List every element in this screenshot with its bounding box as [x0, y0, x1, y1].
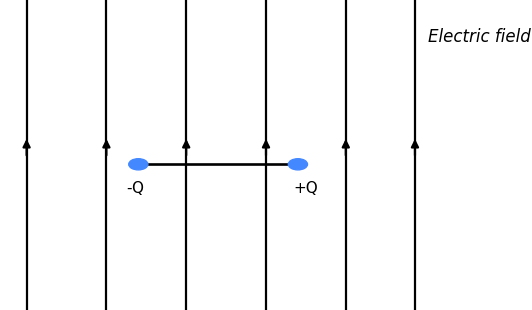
- Text: +Q: +Q: [294, 181, 318, 196]
- Text: -Q: -Q: [127, 181, 145, 196]
- Circle shape: [288, 159, 307, 170]
- Text: Electric field lines: Electric field lines: [428, 28, 532, 46]
- Circle shape: [129, 159, 148, 170]
